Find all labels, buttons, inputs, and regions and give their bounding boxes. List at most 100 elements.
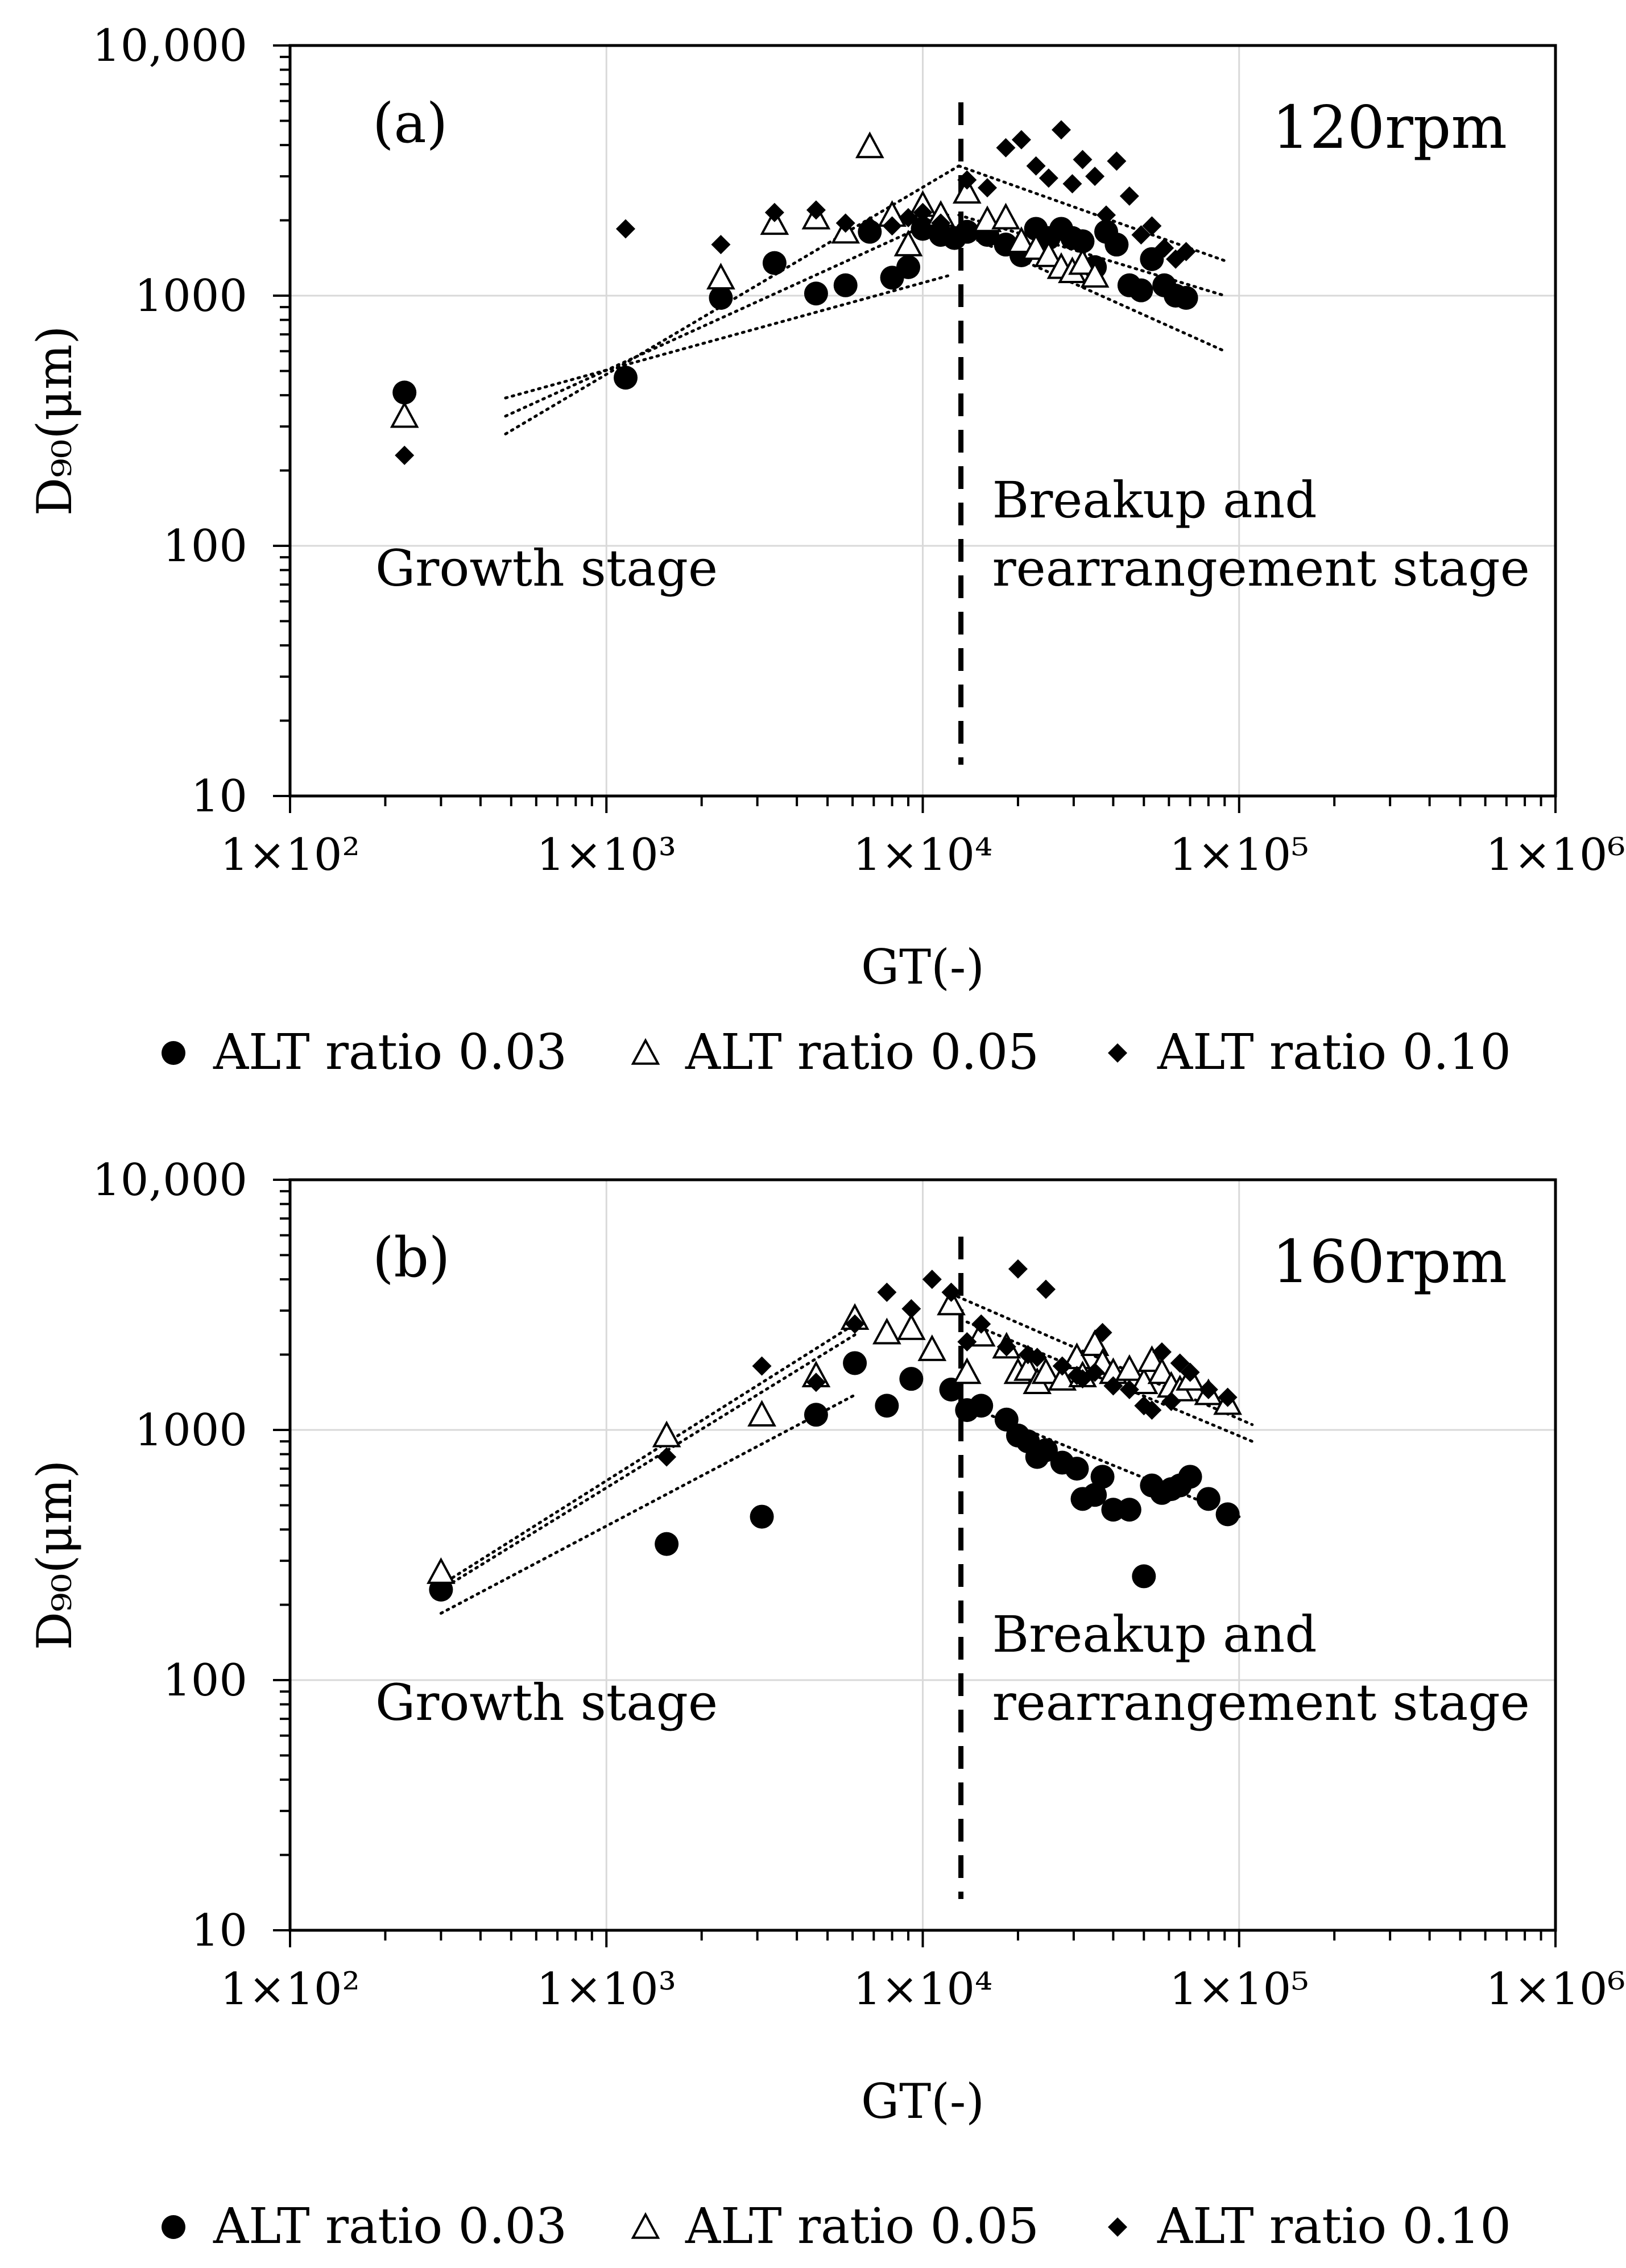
- x-tick-label: 1×10⁶: [1486, 830, 1625, 881]
- data-point: [1062, 174, 1082, 194]
- data-point: [845, 1314, 865, 1334]
- y-tick-label: 100: [163, 1655, 247, 1706]
- data-point: [804, 281, 828, 306]
- data-point: [1093, 1322, 1112, 1342]
- data-point: [1142, 1400, 1162, 1420]
- growth-stage-label: Growth stage: [375, 539, 718, 598]
- speed-label: 120rpm: [1272, 93, 1507, 162]
- speed-label: 160rpm: [1272, 1227, 1507, 1296]
- x-tick-label: 1×10⁵: [1169, 1964, 1309, 2015]
- data-point: [616, 219, 636, 239]
- data-point: [657, 1447, 677, 1467]
- trend-line: [957, 213, 1226, 297]
- data-point: [1051, 120, 1071, 140]
- panel-label: (b): [373, 1226, 450, 1290]
- series-alt-ratio-0-10: [657, 1259, 1238, 1467]
- trend-lines: [439, 1292, 1254, 1615]
- data-point: [1090, 1465, 1115, 1489]
- y-tick-label: 10: [191, 771, 247, 822]
- x-tick-label: 1×10⁴: [853, 1964, 993, 2015]
- data-point: [806, 200, 826, 220]
- data-point: [652, 1420, 681, 1448]
- x-axis-label: GT(-): [861, 2074, 984, 2129]
- legend-marker: [631, 1038, 660, 1065]
- data-point: [1097, 205, 1116, 225]
- data-point: [1039, 168, 1058, 188]
- data-point: [392, 380, 417, 405]
- data-point: [614, 366, 638, 390]
- data-point: [390, 401, 419, 428]
- data-point: [804, 1403, 828, 1427]
- axis-ticks: [273, 1179, 1557, 1947]
- data-point: [1140, 247, 1164, 271]
- data-point: [966, 1320, 996, 1347]
- data-point: [996, 1337, 1016, 1357]
- legend-marker: [631, 2212, 660, 2239]
- data-point: [1027, 1347, 1047, 1367]
- data-point: [764, 202, 784, 222]
- y-tick-label: 10,000: [92, 1155, 247, 1206]
- legend-label: ALT ratio 0.03: [213, 2198, 567, 2255]
- data-point: [952, 177, 982, 204]
- panel-a: 1×10² 1×10³ 1×10⁴ 1×10⁵ 1×10⁶ 10 100 1000 10,000…: [27, 20, 1625, 1081]
- data-point: [833, 273, 858, 297]
- panel-b: 1×10² 1×10³ 1×10⁴ 1×10⁵ 1×10⁶ 10 100 1000 10,000…: [27, 1155, 1625, 2255]
- data-point: [937, 1288, 966, 1316]
- data-point: [969, 1394, 994, 1418]
- data-point: [1034, 240, 1064, 267]
- data-point: [897, 1313, 926, 1340]
- series-alt-ratio-0-05: [390, 131, 1110, 428]
- legend-marker: [1108, 2217, 1127, 2237]
- data-point: [752, 1356, 772, 1376]
- axis-ticks: [273, 44, 1557, 813]
- data-point: [835, 213, 855, 233]
- data-point: [896, 255, 921, 279]
- data-point: [855, 131, 884, 159]
- data-point: [872, 1317, 901, 1345]
- y-tick-label: 1000: [134, 1405, 247, 1456]
- trend-lines: [504, 164, 1226, 436]
- data-point: [1073, 150, 1093, 169]
- data-point: [1085, 167, 1105, 186]
- data-point: [1080, 260, 1110, 288]
- data-point: [709, 285, 733, 310]
- data-point: [917, 1334, 947, 1361]
- data-point: [1033, 1438, 1058, 1462]
- data-point: [762, 251, 787, 275]
- y-tick-label: 10,000: [92, 20, 247, 72]
- data-point: [931, 213, 951, 233]
- series-alt-ratio-0-03: [392, 217, 1198, 405]
- x-tick-label: 1×10²: [220, 830, 360, 881]
- trend-line: [439, 1333, 857, 1591]
- data-point: [655, 1532, 679, 1556]
- data-point: [1142, 216, 1162, 236]
- legend-marker: [162, 1041, 185, 1065]
- legend-marker: [162, 2215, 185, 2239]
- y-axis-label: D₉₀(μm): [27, 326, 82, 516]
- data-point: [1170, 1353, 1190, 1373]
- data-point: [1052, 1356, 1072, 1376]
- legend-label: ALT ratio 0.05: [685, 2198, 1039, 2255]
- data-point: [1070, 229, 1095, 254]
- data-point: [806, 1373, 826, 1392]
- trend-line: [439, 1393, 857, 1615]
- data-point: [978, 178, 998, 198]
- data-point: [1119, 186, 1139, 206]
- data-point: [877, 1282, 897, 1302]
- legend: ALT ratio 0.03 ALT ratio 0.05 ALT ratio 0.…: [162, 2198, 1511, 2255]
- y-axis-label: D₉₀(μm): [27, 1460, 82, 1650]
- legend-label: ALT ratio 0.03: [213, 1024, 567, 1081]
- x-axis-label: GT(-): [861, 939, 984, 995]
- legend-label: ALT ratio 0.10: [1157, 1024, 1511, 1081]
- data-point: [1129, 278, 1153, 302]
- breakup-stage-label: Breakup and: [992, 1605, 1317, 1664]
- data-point: [1161, 1391, 1181, 1411]
- y-tick-label: 1000: [134, 271, 247, 322]
- data-point: [941, 1282, 961, 1302]
- data-point: [996, 138, 1016, 157]
- data-point: [760, 208, 789, 235]
- trend-line: [957, 164, 1226, 262]
- data-point: [1107, 151, 1127, 171]
- data-point: [711, 235, 731, 255]
- data-point: [1083, 1483, 1107, 1507]
